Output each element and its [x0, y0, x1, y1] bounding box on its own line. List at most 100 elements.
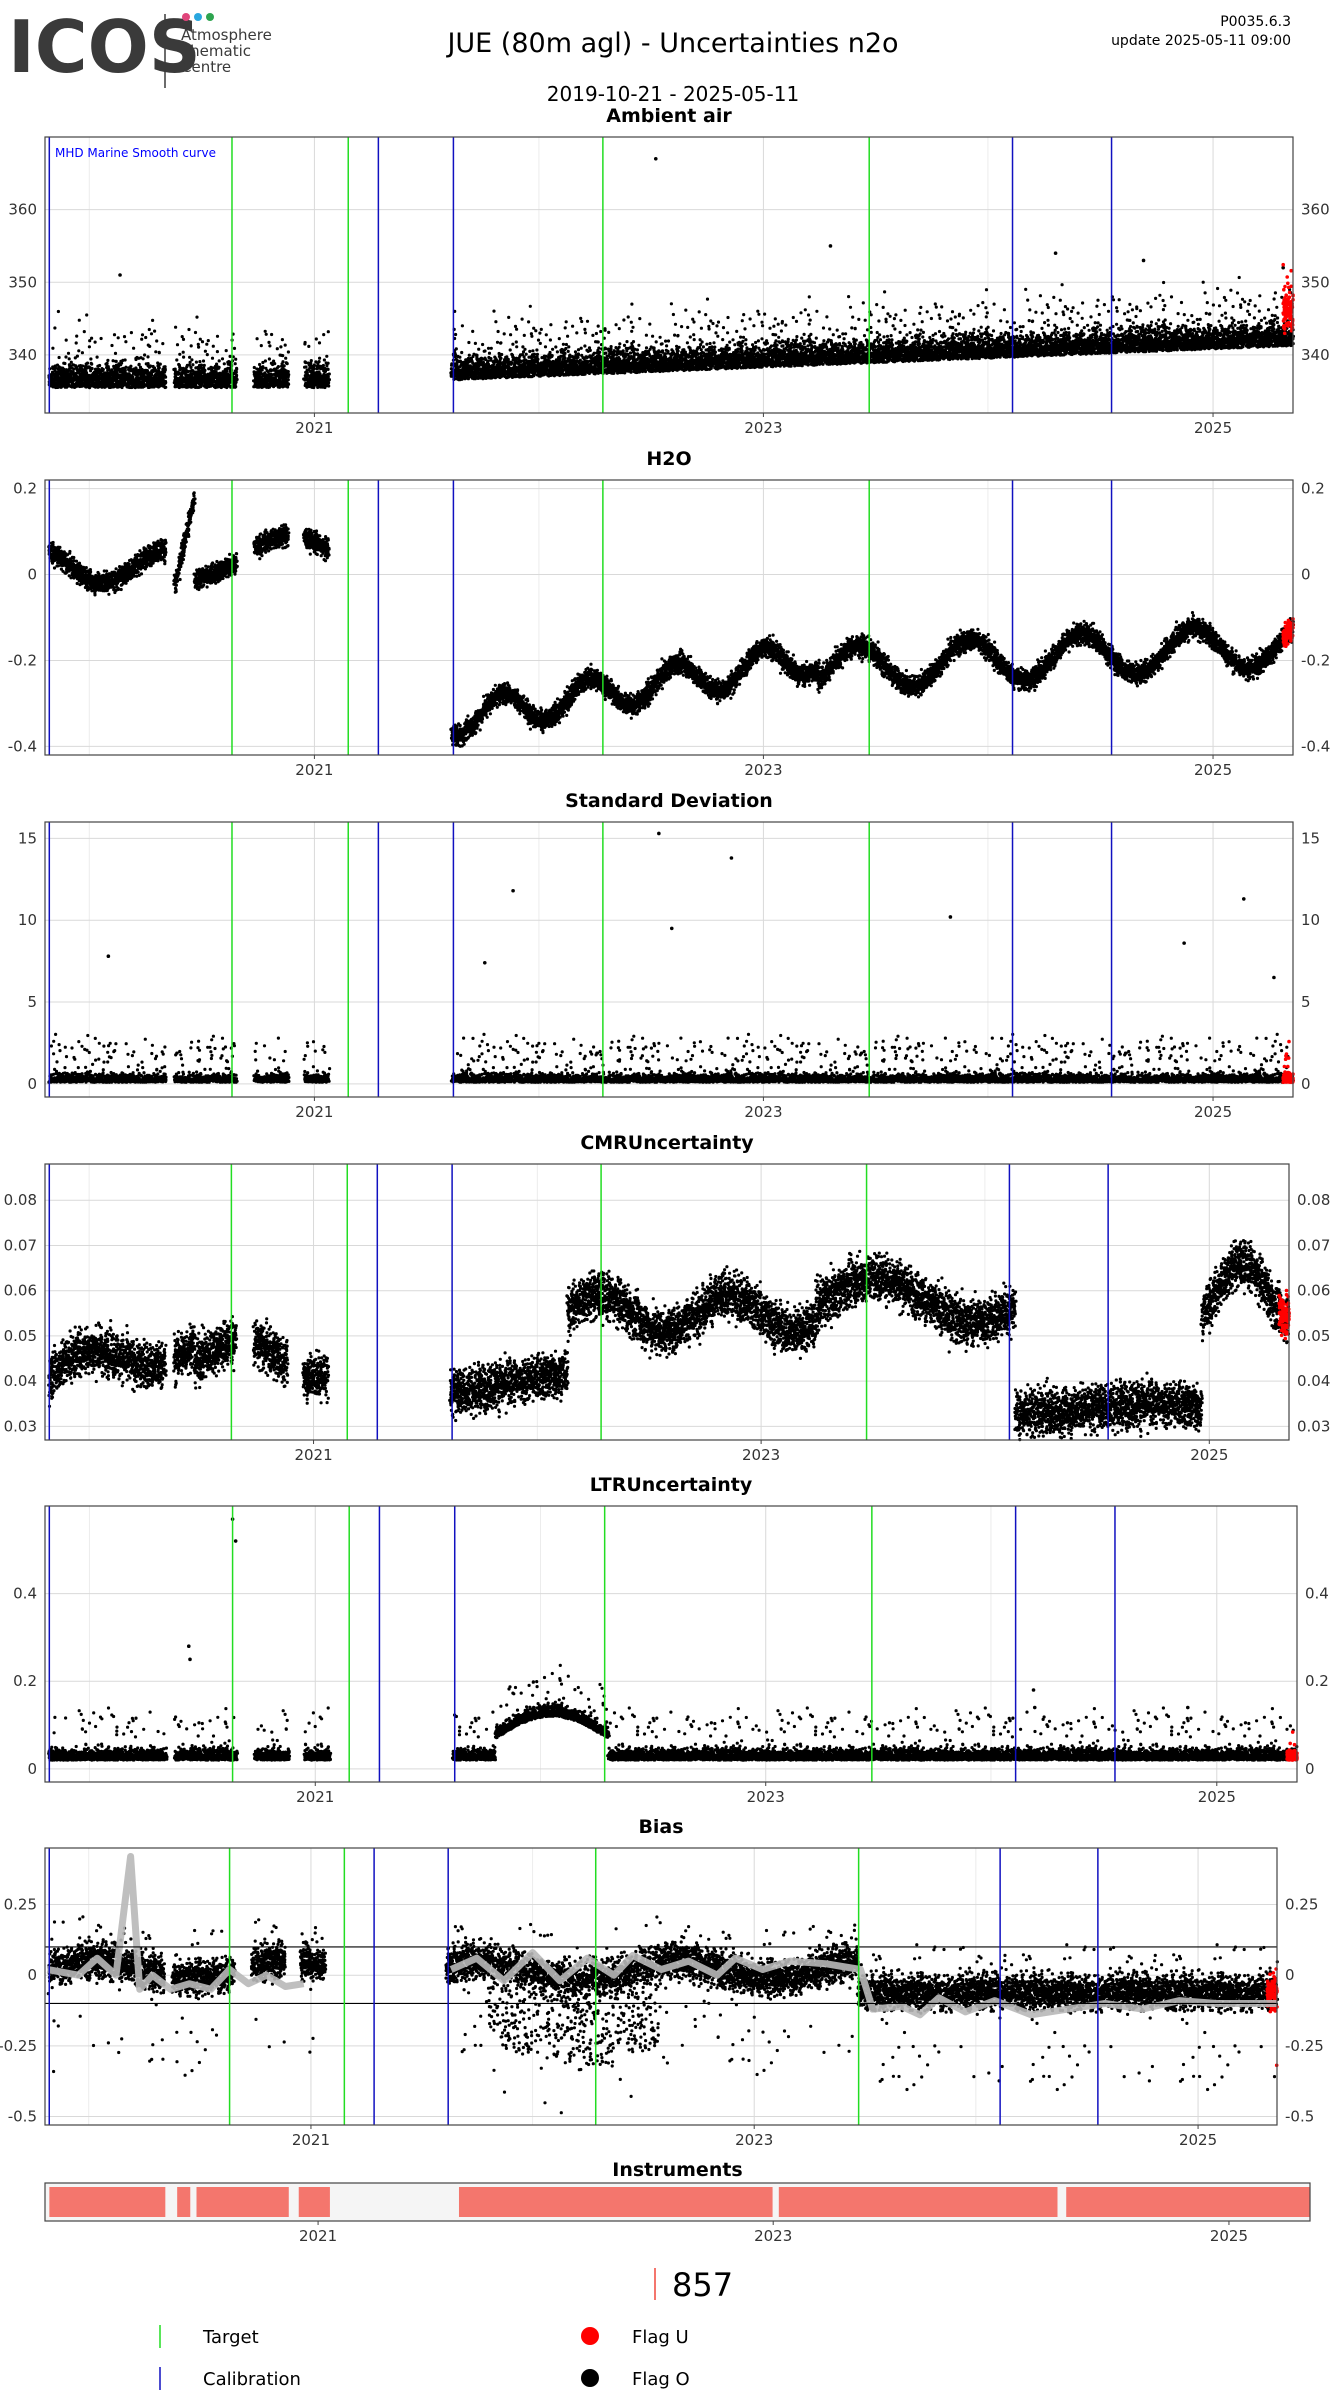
y-tick-label: -0.2: [8, 651, 37, 669]
logo-dot-1: [182, 13, 190, 21]
outlier-point: [1053, 251, 1058, 256]
y-tick-label: 0.2: [13, 1672, 37, 1690]
outlier-point: [186, 1644, 191, 1648]
panel-title: Instruments: [612, 2159, 743, 2181]
y-tick-label: 5: [27, 993, 37, 1011]
instrument-segment: [177, 2187, 191, 2217]
y-tick-label-right: 15: [1301, 829, 1320, 847]
outlier-point: [657, 831, 661, 836]
y-tick-label-right: 360: [1301, 201, 1330, 219]
legend: Target Calibration Flag U Flag O: [159, 2325, 690, 2390]
y-tick-label: 0: [27, 1966, 37, 1984]
data-points-flag-u: [1281, 262, 1295, 336]
outlier-point: [1141, 258, 1146, 263]
y-tick-label: 0.06: [4, 1282, 37, 1300]
y-tick-label-right: 0.2: [1301, 480, 1325, 498]
x-tick-label: 2021: [292, 2131, 330, 2149]
y-tick-label: 360: [8, 201, 37, 219]
y-tick-label: 0.08: [4, 1191, 37, 1209]
x-tick-label: 2021: [299, 2227, 337, 2245]
x-tick-label: 2025: [1190, 1446, 1228, 1464]
panel-cmruncertainty: CMRUncertainty 0.03 0.03 0.04 0.04 0.05 0.05 0.…: [4, 1132, 1331, 1464]
y-tick-label-right: 0: [1305, 1760, 1315, 1778]
y-tick-label-right: -0.4: [1301, 737, 1330, 755]
legend-flag-u-label: Flag U: [632, 2327, 689, 2348]
y-tick-label: -0.4: [8, 737, 37, 755]
x-tick-label: 2021: [295, 761, 333, 779]
y-tick-label: 0: [27, 1760, 37, 1778]
y-tick-label: 0.2: [13, 480, 37, 498]
panel-standard-deviation: Standard Deviation 0 0 5 5 10 10 15 15 2021 2023 20…: [18, 790, 1320, 1121]
logo-text: ICOS: [8, 5, 201, 89]
data-points-flag-u: [1285, 1730, 1299, 1762]
outlier-point: [1031, 1688, 1036, 1692]
y-tick-label: 0.07: [4, 1236, 37, 1254]
date-range: 2019-10-21 - 2025-05-11: [547, 82, 799, 106]
y-tick-label-right: 0: [1301, 1075, 1311, 1093]
instrument-segment: [1066, 2187, 1310, 2217]
y-tick-label-right: 0.4: [1305, 1585, 1329, 1603]
legend-flag-o-label: Flag O: [632, 2369, 690, 2390]
data-points-flag-u: [1265, 1967, 1279, 2068]
y-tick-label: -0.5: [8, 2108, 37, 2126]
data-points-flag-u: [1281, 1039, 1295, 1084]
x-tick-label: 2021: [294, 1446, 332, 1464]
outlier-point: [511, 888, 515, 893]
instrument-segment: [298, 2187, 330, 2217]
y-tick-label: 0.05: [4, 1327, 37, 1345]
panel-h2o: H2O -0.4 -0.4 -0.2 -0.2 0 0 0.2 0.2 2021 2023 2025: [8, 448, 1331, 779]
data-points-flag-o: [47, 1239, 1291, 1442]
panel-frame: [44, 136, 1294, 414]
bias-mean-curve: [449, 1949, 1277, 2019]
panel-frame: [44, 821, 1294, 1098]
outlier-point: [188, 1657, 192, 1662]
y-tick-label: -0.25: [0, 2037, 37, 2055]
y-tick-label-right: -0.25: [1285, 2037, 1324, 2055]
y-tick-label-right: 0: [1301, 566, 1311, 584]
outlier-point: [828, 244, 833, 248]
outlier-point: [106, 954, 111, 959]
x-tick-label: 2023: [735, 2131, 773, 2149]
y-tick-label: 0.03: [4, 1417, 37, 1435]
y-tick-label-right: 10: [1301, 911, 1320, 929]
version-label: P0035.6.3: [1220, 14, 1291, 30]
panel-title: Bias: [638, 1816, 683, 1838]
outlier-point: [1281, 265, 1285, 270]
logo-dot-3: [206, 13, 214, 21]
y-tick-label-right: 0.07: [1297, 1236, 1330, 1254]
update-label: update 2025-05-11 09:00: [1111, 33, 1291, 49]
y-tick-label-right: 0.25: [1285, 1896, 1318, 1914]
panel-frame: [44, 1847, 1278, 2126]
panel-title: CMRUncertainty: [580, 1132, 754, 1154]
bias-mean-curve: [46, 1853, 305, 1993]
panel-frame: [44, 479, 1294, 756]
panel-ambient-air: Ambient air 340 340 350 350 360 360 MHD Marine …: [8, 105, 1329, 437]
y-tick-label-right: 0.2: [1305, 1672, 1329, 1690]
y-tick-label: 0: [27, 566, 37, 584]
panel-annotation: MHD Marine Smooth curve: [55, 146, 216, 160]
data-points-flag-u: [1281, 617, 1295, 648]
outlier-point: [482, 960, 487, 965]
instrument-segment: [196, 2187, 289, 2217]
panel-frame: [44, 2182, 1311, 2222]
y-tick-label-right: -0.2: [1301, 651, 1330, 669]
y-tick-label-right: -0.5: [1285, 2108, 1314, 2126]
x-tick-label: 2025: [1198, 1788, 1236, 1806]
x-tick-label: 2021: [295, 419, 333, 437]
logo-sub-1: Atmosphere: [181, 26, 272, 44]
outlier-point: [1272, 975, 1276, 980]
outlier-point: [1185, 1705, 1190, 1710]
legend-target-label: Target: [202, 2327, 259, 2348]
y-tick-label: 0.4: [13, 1585, 37, 1603]
outlier-point: [948, 915, 953, 919]
page-title: JUE (80m agl) - Uncertainties n2o: [445, 28, 898, 59]
x-tick-label: 2023: [744, 1103, 782, 1121]
panel-instruments: Instruments 2021 2023 2025: [44, 2159, 1311, 2245]
y-tick-label-right: 5: [1301, 993, 1311, 1011]
y-tick-label-right: 0.04: [1297, 1372, 1330, 1390]
x-tick-label: 2023: [744, 761, 782, 779]
outlier-point: [729, 856, 734, 860]
outlier-point: [1182, 941, 1186, 945]
legend-calibration-label: Calibration: [203, 2369, 301, 2390]
instrument-segment: [458, 2187, 773, 2217]
